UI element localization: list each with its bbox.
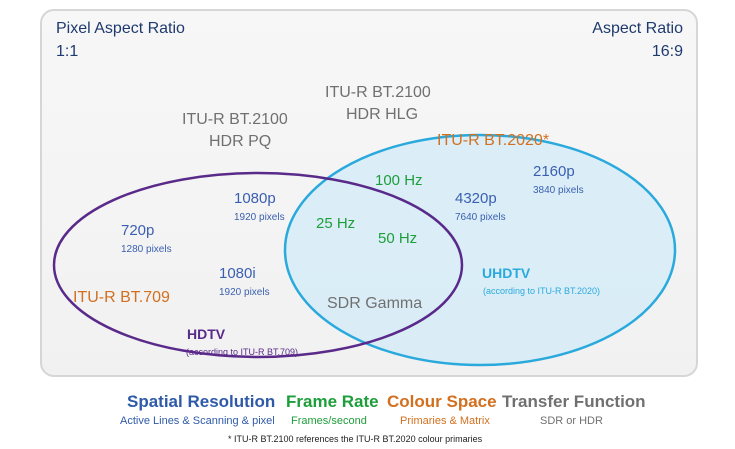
res-4320p-pixels: 7640 pixels: [455, 212, 506, 223]
aspect-ratio-title: Aspect Ratio: [592, 20, 683, 37]
res-1080p-label: 1080p: [234, 190, 276, 207]
hdr-pq-standard: ITU-R BT.2100: [182, 111, 288, 128]
uhdtv-name: UHDTV: [482, 265, 531, 281]
pixel-aspect-ratio-title: Pixel Aspect Ratio: [56, 20, 185, 37]
res-720p-label: 720p: [121, 222, 155, 239]
res-1080i-pixels: 1920 pixels: [219, 287, 270, 298]
rate-100hz: 100 Hz: [375, 172, 423, 189]
rate-50hz: 50 Hz: [378, 230, 418, 247]
sdr-gamma-label: SDR Gamma: [327, 295, 423, 312]
hdtv-note: (according to ITU-R BT.709): [186, 347, 299, 357]
res-1080p-pixels: 1920 pixels: [234, 212, 285, 223]
hdr-hlg-label: HDR HLG: [346, 106, 419, 123]
uhdtv-note: (according to ITU-R BT.2020): [483, 286, 601, 296]
legend-colour-space-title: Colour Space: [387, 392, 497, 411]
legend-spatial-resolution-sub: Active Lines & Scanning & pixel: [120, 415, 275, 427]
res-2160p-pixels: 3840 pixels: [533, 185, 584, 196]
uhdtv-colour-space: ITU-R BT.2020*: [437, 132, 550, 149]
legend-transfer-function-title: Transfer Function: [502, 392, 646, 411]
hdtv-colour-space: ITU-R BT.709: [73, 289, 170, 306]
legend-frame-rate-sub: Frames/second: [291, 415, 367, 427]
footnote: * ITU-R BT.2100 references the ITU-R BT.…: [228, 434, 483, 444]
hdtv-ellipse: [52, 171, 464, 359]
res-2160p-label: 2160p: [533, 163, 575, 180]
legend-spatial-resolution-title: Spatial Resolution: [127, 392, 276, 411]
hdr-hlg-standard: ITU-R BT.2100: [325, 84, 431, 101]
res-4320p-label: 4320p: [455, 190, 497, 207]
res-720p-pixels: 1280 pixels: [121, 244, 172, 255]
aspect-ratio-value: 16:9: [651, 43, 683, 60]
legend-transfer-function-sub: SDR or HDR: [540, 415, 603, 427]
hdtv-name: HDTV: [187, 326, 226, 342]
uhdtv-ellipse: [283, 133, 677, 367]
legend-colour-space-sub: Primaries & Matrix: [400, 415, 490, 427]
rate-25hz: 25 Hz: [316, 215, 356, 232]
res-1080i-label: 1080i: [219, 265, 256, 282]
pixel-aspect-ratio-value: 1:1: [56, 43, 79, 60]
hdr-pq-label: HDR PQ: [209, 133, 272, 150]
legend-frame-rate-title: Frame Rate: [286, 392, 379, 411]
